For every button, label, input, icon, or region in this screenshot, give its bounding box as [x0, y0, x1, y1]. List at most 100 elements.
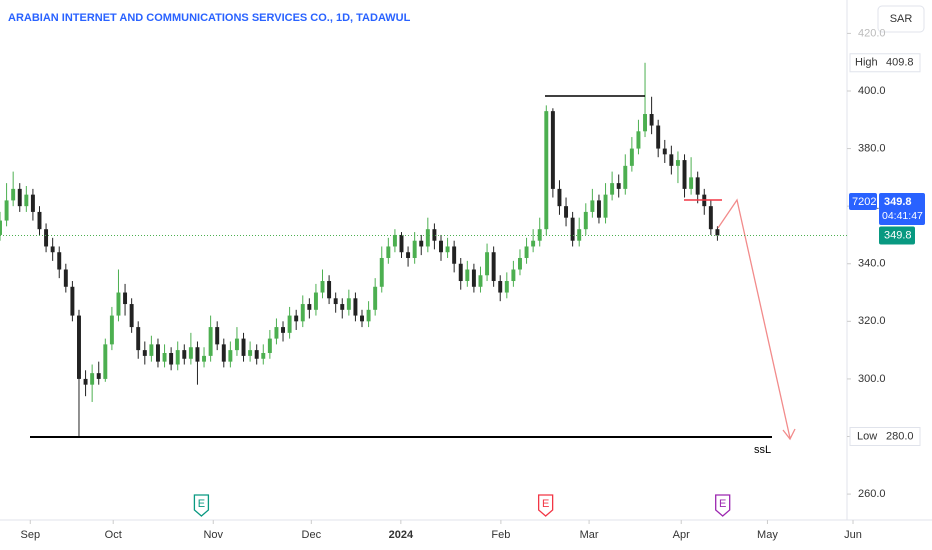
candle-body — [77, 315, 81, 379]
low-marker-text: Low — [857, 430, 877, 442]
candle-body — [432, 229, 437, 241]
y-tick-label: 320.0 — [858, 315, 886, 327]
candle-body — [550, 111, 555, 189]
event-icon — [537, 494, 554, 517]
candle-body — [695, 177, 700, 195]
candle-body — [63, 269, 68, 287]
candle-body — [155, 344, 160, 362]
candle-body — [4, 200, 9, 221]
candle-body — [340, 304, 345, 310]
price-label: 349.8 — [884, 196, 912, 208]
candle-body — [188, 347, 193, 359]
high-marker-text: High — [855, 57, 878, 69]
candle-body — [281, 327, 285, 333]
y-tick-label: 260.0 — [858, 488, 886, 500]
candle-body — [570, 217, 575, 241]
arrow-head — [782, 428, 796, 441]
candle-body — [149, 344, 154, 356]
symbol-box — [849, 193, 877, 210]
candle-body — [103, 344, 108, 379]
candle-body — [629, 148, 634, 166]
plot — [0, 62, 720, 437]
candle-body — [24, 194, 29, 207]
event-icon — [715, 494, 731, 517]
candle-body — [123, 292, 128, 305]
candle-body — [577, 229, 582, 241]
candle-body — [234, 338, 239, 351]
low-marker-value: 280.0 — [886, 430, 914, 442]
candle-body — [399, 234, 404, 253]
candle-body — [116, 292, 121, 316]
projection-arrow — [717, 198, 791, 439]
x-tick-label: Oct — [105, 529, 122, 541]
candle-body — [109, 315, 114, 345]
event-icon — [193, 494, 210, 517]
candle-body — [524, 246, 529, 258]
event-label: E — [542, 498, 549, 510]
candle-body — [241, 338, 246, 356]
candle-body — [596, 200, 601, 218]
candle-body — [37, 211, 42, 230]
candle-body — [221, 344, 226, 362]
candle-body — [57, 252, 62, 270]
high-marker-box — [849, 53, 921, 73]
candle-body — [90, 373, 95, 385]
candle-body — [307, 304, 312, 310]
candle-body — [373, 286, 378, 310]
candle-body — [83, 378, 88, 385]
candle-body — [406, 252, 411, 258]
currency-button[interactable] — [877, 5, 925, 33]
candle-body — [313, 292, 318, 310]
candle-body — [261, 353, 266, 359]
candle-body — [564, 206, 569, 218]
candle-body — [162, 353, 167, 362]
candle-body — [669, 154, 674, 166]
candle-body — [294, 315, 299, 322]
candle-body — [675, 160, 680, 166]
candle-body — [458, 263, 463, 282]
candle-body — [11, 188, 16, 201]
candle-body — [274, 327, 279, 339]
candle-body — [327, 281, 332, 299]
candle-body — [715, 229, 720, 236]
last-price-label: 349.8 — [884, 229, 912, 241]
candle-body — [267, 338, 272, 354]
candle-body — [485, 252, 490, 276]
candle-body — [353, 298, 358, 316]
candle-body — [195, 347, 200, 362]
candle-body — [379, 257, 384, 287]
candle-body — [17, 188, 22, 207]
candle-body — [30, 194, 35, 212]
candle-body — [491, 252, 496, 282]
symbol-label: 7202 — [852, 196, 876, 208]
candle-body — [623, 165, 628, 189]
price-box — [879, 193, 925, 225]
currency-label[interactable]: SAR — [890, 13, 913, 25]
candle-body — [689, 177, 694, 189]
candle-body — [169, 353, 174, 365]
x-tick-label: Jun — [844, 529, 862, 541]
event-label: E — [719, 498, 726, 510]
low-marker-box — [849, 427, 921, 447]
candle-body — [643, 114, 648, 132]
y-tick-label: 380.0 — [858, 142, 886, 154]
candle-body — [142, 350, 147, 356]
candle-body — [346, 298, 351, 310]
candle-body — [478, 275, 483, 287]
candle-body — [320, 281, 325, 293]
candle-body — [708, 206, 713, 230]
x-tick-label: Mar — [580, 529, 599, 541]
candle-body — [70, 286, 75, 316]
candle-body — [517, 257, 522, 270]
candle-body — [136, 327, 141, 351]
candle-body — [0, 220, 2, 235]
candle-body — [300, 304, 305, 322]
candle-body — [471, 269, 476, 287]
candle-body — [662, 148, 667, 155]
annotation: ssL — [754, 444, 771, 456]
candle-body — [386, 246, 391, 258]
x-tick-label: Nov — [203, 529, 223, 541]
candle-body — [175, 350, 180, 365]
candle-body — [333, 298, 338, 305]
